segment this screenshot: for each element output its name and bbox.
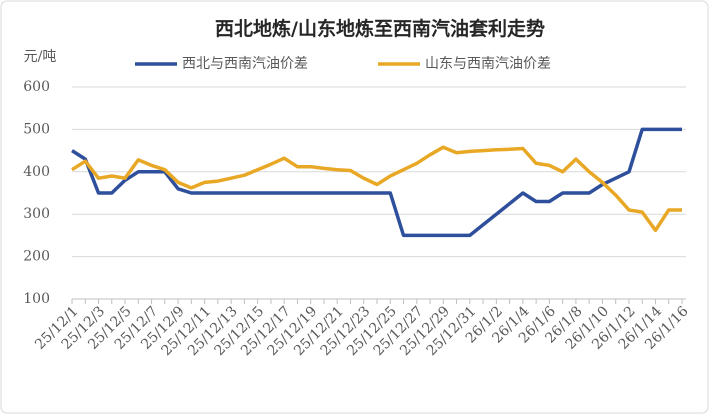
chart-title: 西北地炼/山东地炼至西南汽油套利走势: [215, 17, 545, 40]
y-axis-label: 元/吨: [24, 49, 57, 65]
y-tick-label: 500: [23, 121, 50, 137]
y-tick-label: 300: [23, 206, 50, 222]
y-tick-label: 600: [23, 79, 50, 95]
series-line: [71, 127, 682, 238]
y-tick-label: 400: [23, 164, 50, 180]
series-line: [71, 145, 682, 233]
y-tick-label: 200: [23, 249, 50, 265]
legend-label: 山东与西南汽油价差: [425, 56, 551, 72]
legend-label: 西北与西南汽油价差: [182, 56, 308, 72]
y-tick-label: 100: [23, 291, 50, 307]
